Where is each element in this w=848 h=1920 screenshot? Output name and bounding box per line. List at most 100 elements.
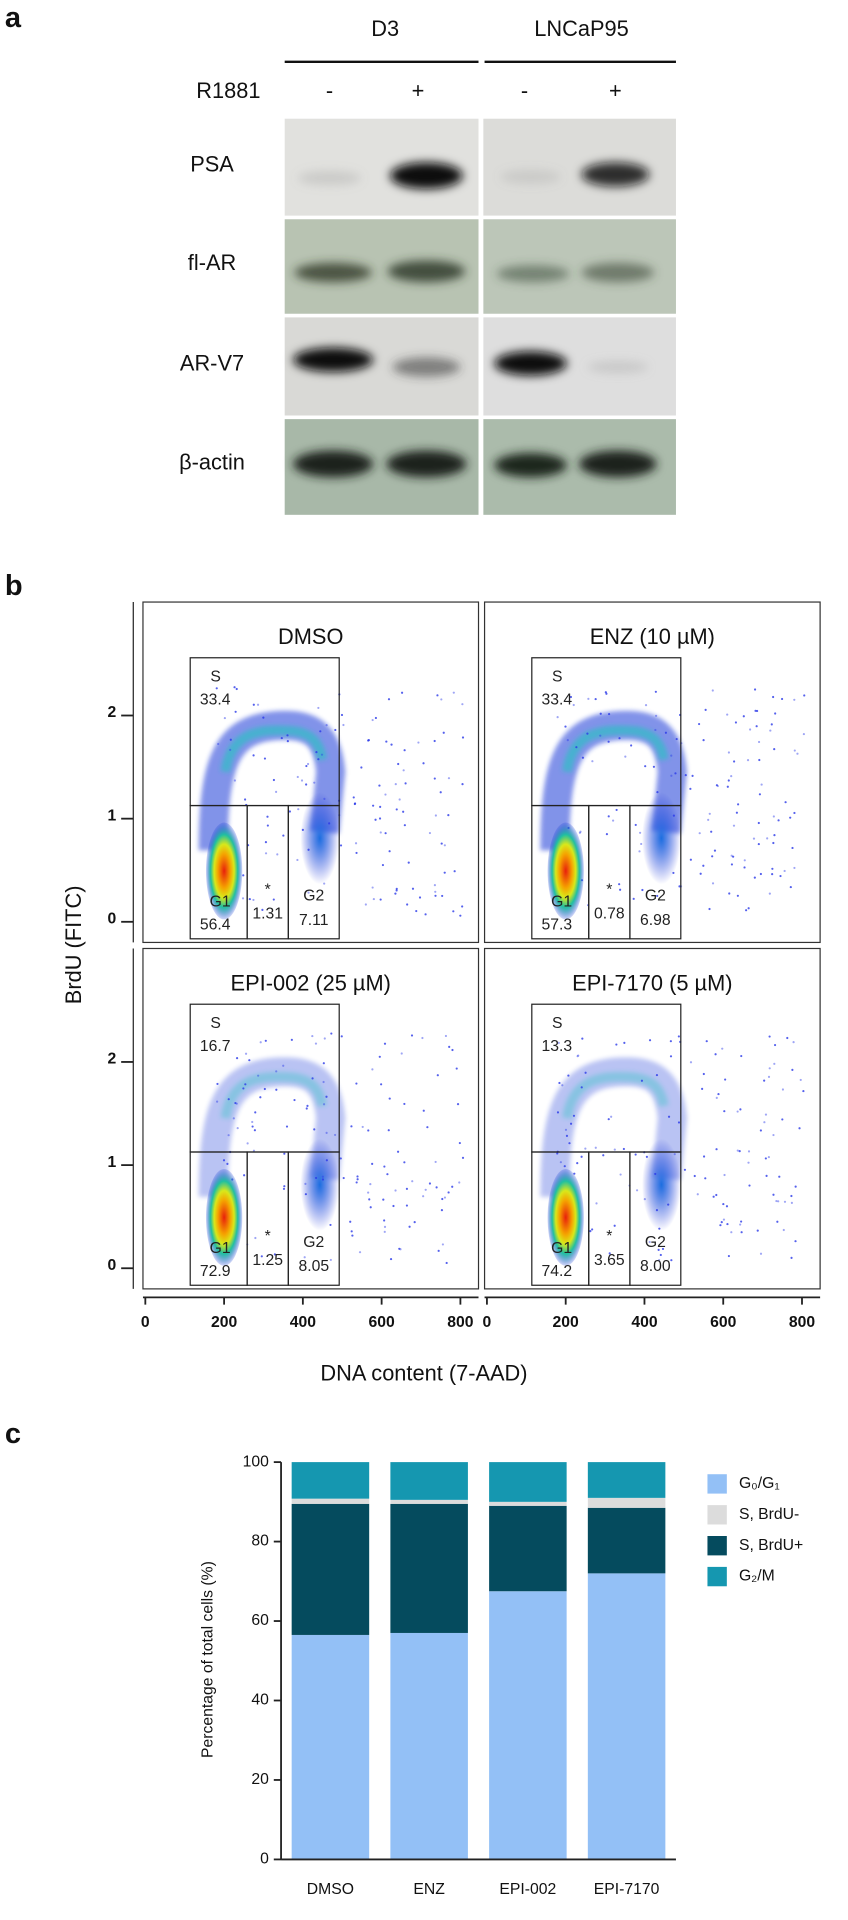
scatter-dot [351, 1234, 354, 1237]
scatter-dot [786, 1036, 789, 1040]
scatter-dot [722, 1202, 725, 1206]
scatter-dot [404, 782, 407, 785]
scatter-dot [748, 1184, 751, 1187]
scatter-dot [734, 721, 738, 724]
scatter-dot [736, 894, 739, 897]
scatter-dot [618, 737, 621, 740]
scatter-dot [727, 779, 730, 782]
scatter-dot [300, 779, 304, 782]
bar-segment [587, 1507, 666, 1574]
scatter-dot [378, 817, 382, 820]
gate-label: S [210, 668, 221, 685]
scatter-dot [670, 1259, 673, 1262]
density-core [220, 725, 328, 773]
scatter-dot [368, 1198, 371, 1201]
scatter-dot [791, 1068, 794, 1071]
scatter-dot [566, 739, 569, 742]
scatter-dot [350, 1125, 353, 1128]
density-g1 [205, 822, 243, 920]
scatter-dot [777, 819, 780, 822]
scatter-dot [565, 1134, 569, 1137]
scatter-dot [743, 866, 746, 869]
scatter-dot [634, 1153, 637, 1156]
legend-label: S, BrdU- [739, 1506, 799, 1523]
scatter-dot [644, 704, 648, 707]
scatter-dot [296, 775, 299, 779]
scatter-dot [648, 1240, 651, 1244]
scatter-dot [288, 810, 291, 813]
gate-value: 74.2 [542, 1263, 573, 1280]
scatter-dot [436, 1074, 439, 1077]
scatter-dot [342, 1176, 345, 1180]
group-label: D3 [371, 16, 399, 41]
scatter-dot [405, 1204, 409, 1207]
scatter-dot [569, 1122, 573, 1125]
scatter-dot [216, 1082, 219, 1086]
scatter-dot [669, 1055, 673, 1058]
scatter-dot [772, 1193, 775, 1196]
scatter-dot [323, 797, 326, 800]
scatter-dot [305, 1107, 308, 1110]
scatter-dot [433, 739, 436, 743]
y-tick-label: 1 [108, 1154, 117, 1171]
scatter-dot [759, 1252, 763, 1255]
scatter-dot [251, 1125, 254, 1128]
scatter-dot [768, 1067, 771, 1070]
scatter-dot [227, 1098, 230, 1101]
scatter-dot [556, 1152, 559, 1155]
scatter-dot [591, 1228, 594, 1231]
scatter-dot [558, 1081, 561, 1085]
scatter-dot [624, 755, 627, 758]
scatter-dot [408, 1225, 411, 1228]
scatter-dot [792, 1041, 795, 1044]
scatter-dot [311, 1077, 314, 1080]
scatter-dot [286, 740, 289, 743]
scatter-dot [418, 896, 422, 899]
scatter-dot [236, 1127, 239, 1130]
scatter-dot [756, 1229, 759, 1232]
scatter-dot [793, 811, 796, 815]
legend-swatch [707, 1474, 727, 1494]
scatter-dot [753, 688, 757, 691]
scatter-dot [765, 1174, 768, 1177]
scatter-dot [578, 831, 581, 834]
scatter-dot [387, 698, 391, 701]
scatter-dot [564, 1128, 568, 1131]
scatter-dot [790, 1256, 793, 1259]
gate-label: * [265, 1228, 271, 1245]
scatter-dot [622, 1147, 625, 1151]
scatter-dot [702, 739, 705, 742]
scatter-dot [379, 831, 382, 834]
scatter-dot [317, 758, 320, 761]
bar-segment [587, 1462, 666, 1498]
scatter-dot [217, 742, 220, 746]
scatter-dot [364, 903, 367, 906]
scatter-dot [334, 728, 337, 732]
bar-segment [291, 1498, 370, 1504]
scatter-dot [323, 1037, 326, 1040]
scatter-dot [768, 1035, 771, 1038]
scatter-dot [388, 850, 391, 853]
scatter-dot [232, 1117, 235, 1120]
scatter-dot [722, 1218, 726, 1221]
blot [284, 118, 676, 515]
scatter-dot [383, 1042, 387, 1045]
scatter-dot [569, 695, 573, 699]
scatter-dot [461, 905, 464, 908]
scatter-dot [771, 873, 774, 876]
scatter-dot [742, 715, 745, 718]
scatter-dot [730, 1231, 733, 1234]
scatter-dot [674, 772, 677, 775]
scatter-dot [323, 882, 326, 885]
scatter-dot [394, 892, 397, 895]
gate-label: G2 [645, 1234, 666, 1251]
x-tick-label: 600 [368, 1314, 395, 1331]
density-g1 [547, 1168, 584, 1266]
scatter-dot [297, 808, 300, 811]
scatter-dot [296, 858, 299, 862]
scatter-dot [733, 760, 736, 763]
scatter-dot [243, 1174, 246, 1177]
scatter-dot [395, 887, 398, 890]
scatter-dot [673, 1153, 676, 1156]
scatter-dot [259, 1041, 262, 1044]
